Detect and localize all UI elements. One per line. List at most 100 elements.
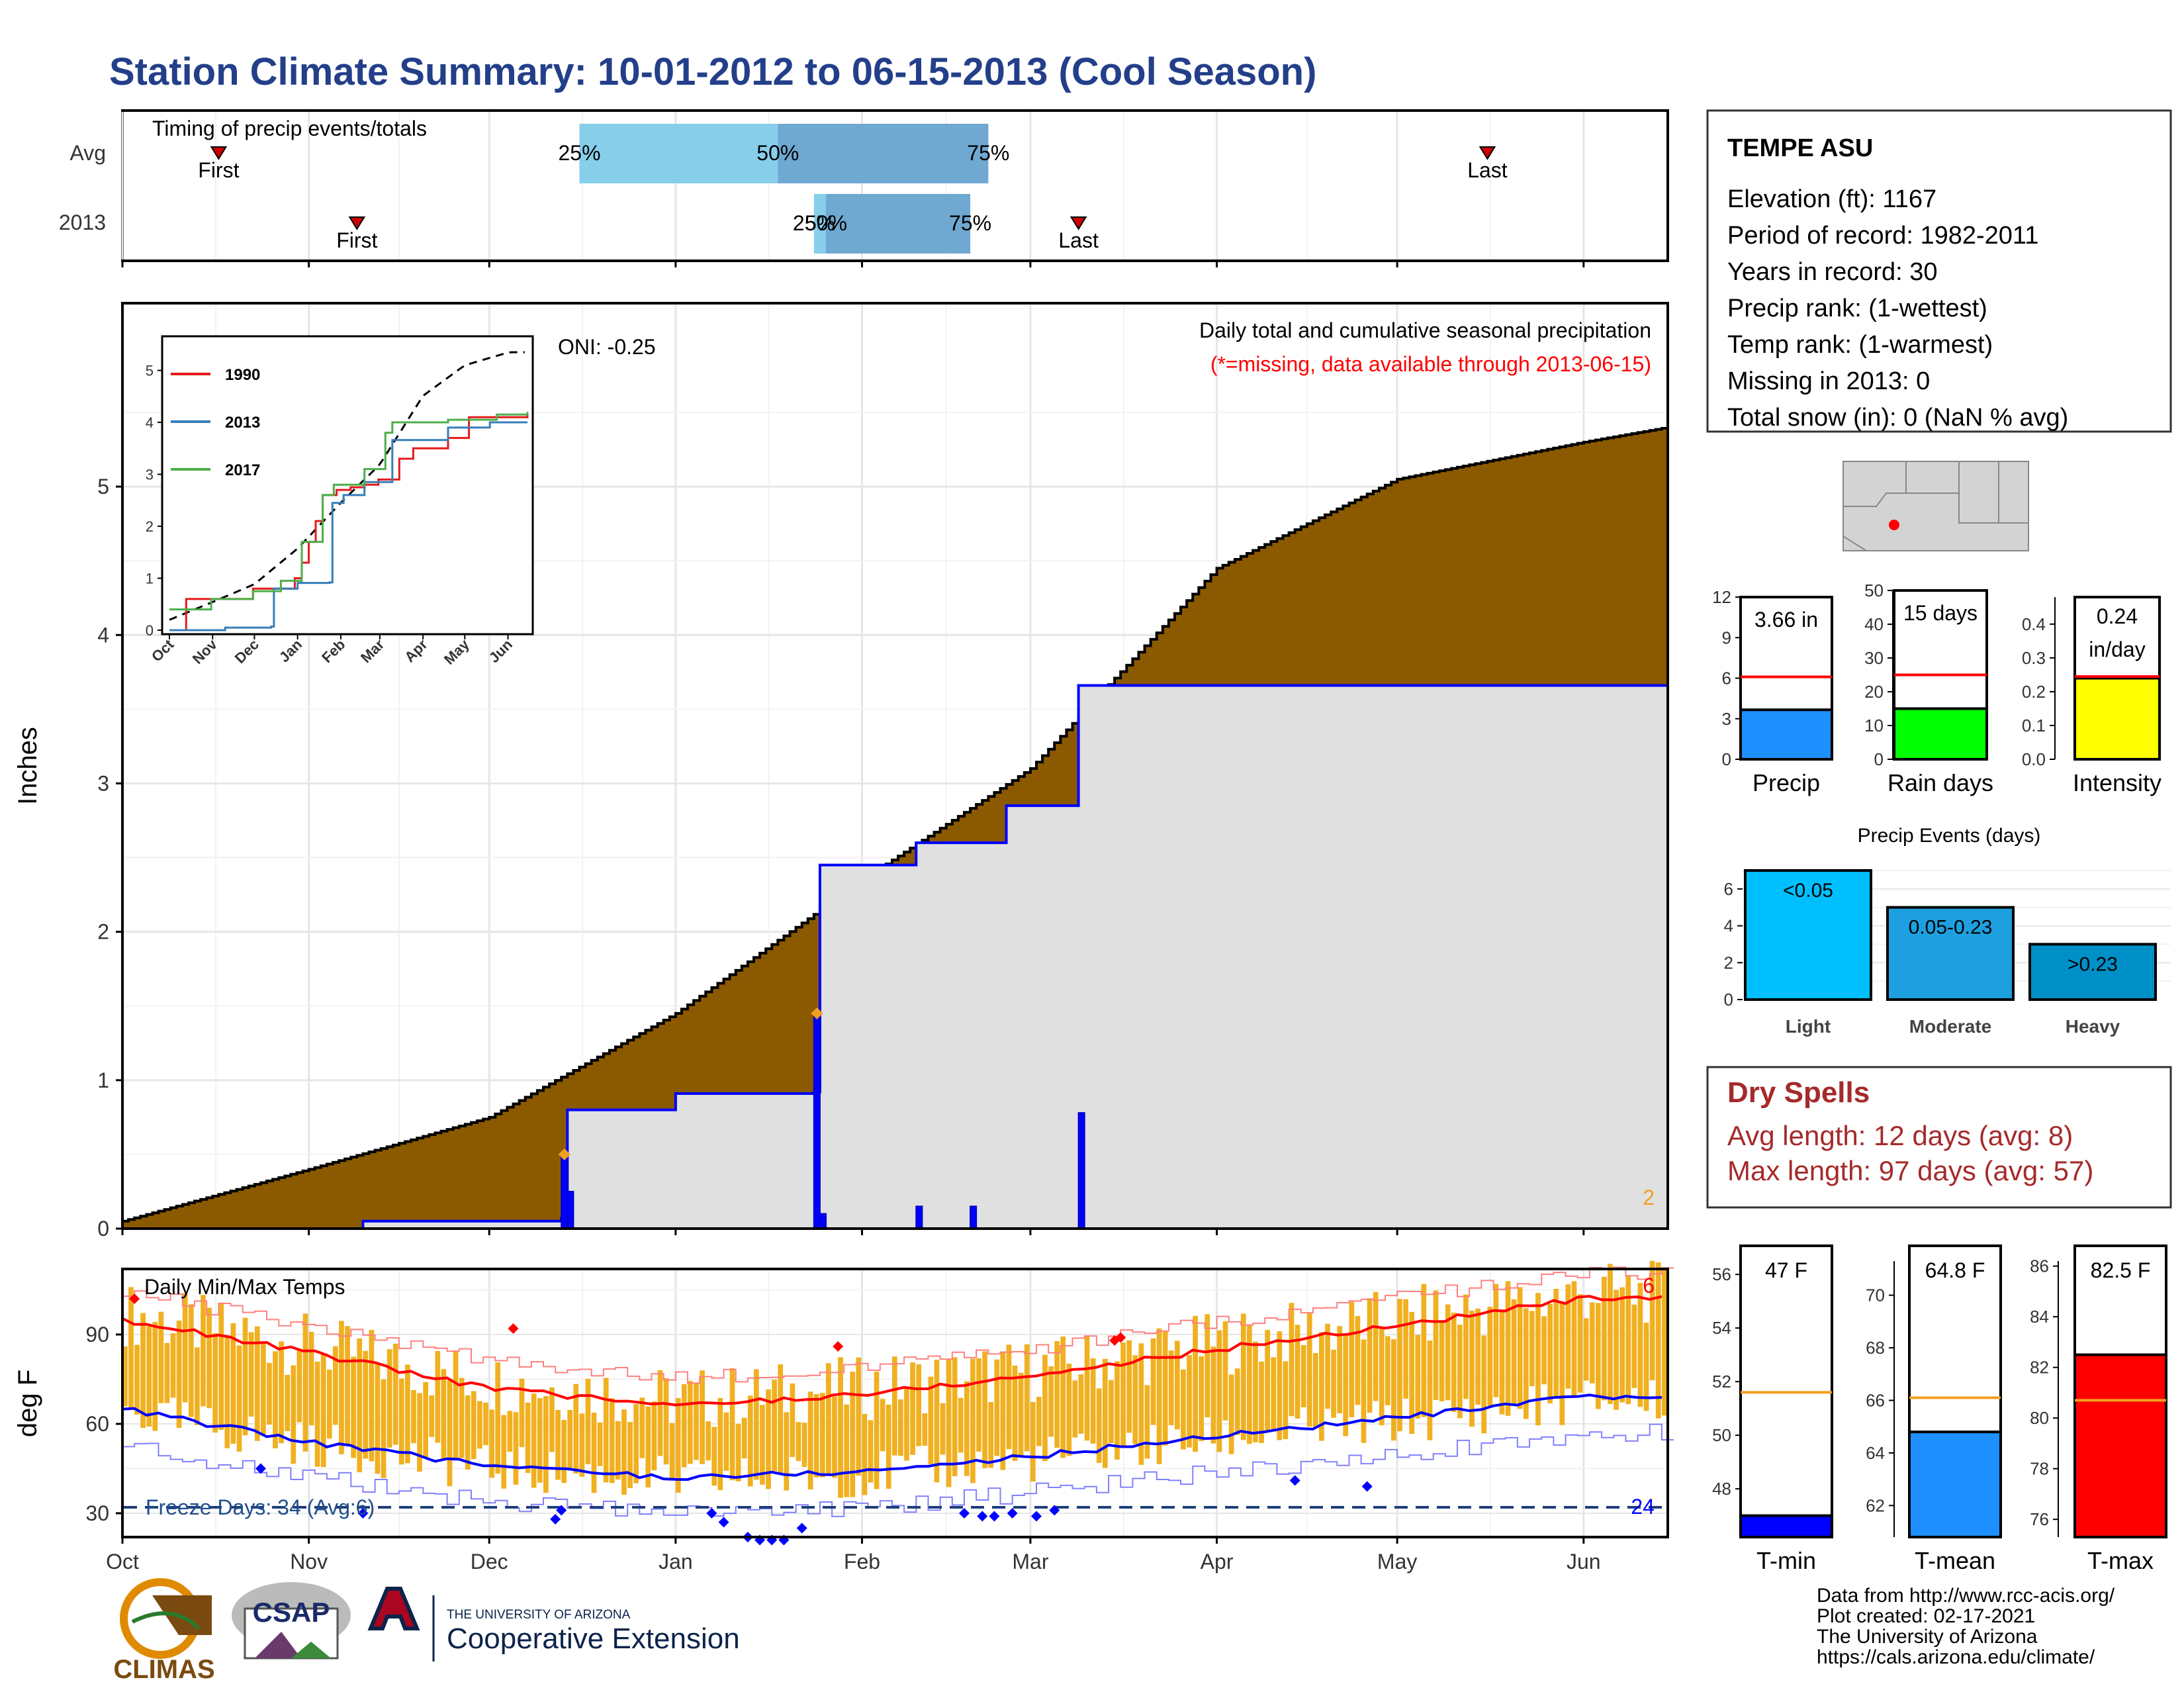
x-tick-label: Nov (290, 1550, 328, 1573)
daily-temp-bar (838, 1357, 843, 1498)
daily-temp-bar (1661, 1269, 1667, 1416)
daily-temp-bar (657, 1370, 663, 1456)
daily-temp-bar (1385, 1336, 1390, 1405)
mini-y-tick-label: 0.0 (2022, 749, 2046, 769)
daily-temp-bar (1078, 1374, 1084, 1434)
daily-temp-bar (1132, 1355, 1138, 1444)
daily-temp-bar (1006, 1344, 1012, 1450)
daily-temp-bar (1433, 1290, 1439, 1400)
daily-precip-bar (561, 1153, 569, 1229)
inset-series-line-2017 (169, 412, 529, 611)
events-y-tick-label: 6 (1724, 879, 1733, 899)
daily-temp-bar (1427, 1340, 1433, 1440)
record-low-line (122, 1423, 1674, 1517)
precip-title: Daily total and cumulative seasonal prec… (1199, 318, 1651, 342)
last-event-marker (1069, 216, 1087, 230)
daily-temp-bar (332, 1346, 338, 1425)
daily-temp-bar (1391, 1339, 1396, 1441)
daily-temp-bar (339, 1321, 344, 1454)
climas-logo-text: CLIMAS (113, 1655, 214, 1684)
mini-y-tick-label: 0 (1722, 749, 1731, 769)
daily-temp-bar (1523, 1308, 1529, 1419)
temp-bar-y-tick-label: 56 (1712, 1264, 1731, 1284)
temp-bar-y-tick-label: 76 (2030, 1509, 2049, 1529)
quartile-label: 75% (967, 141, 1009, 165)
events-bar-label: <0.05 (1783, 880, 1833, 902)
daily-temp-bar (1181, 1369, 1186, 1450)
daily-temp-bar (363, 1350, 369, 1459)
daily-temp-bar (369, 1330, 375, 1462)
daily-temp-bar (850, 1372, 856, 1497)
daily-temp-bar (910, 1362, 915, 1455)
temp-panel: 30 60 90 Oct Nov Dec Jan Feb Mar Apr May Jun Daily … (13, 1260, 1674, 1573)
temp-bar-y-tick-label: 86 (2030, 1256, 2049, 1276)
daily-temp-bar (254, 1326, 260, 1441)
daily-temp-bar (1193, 1315, 1198, 1452)
daily-temp-bar (140, 1313, 146, 1429)
daily-temp-bar (1349, 1301, 1355, 1417)
daily-temp-bar (904, 1387, 909, 1461)
temp-bar-label: T-mean (1915, 1547, 1995, 1574)
daily-temp-bar (886, 1404, 891, 1489)
inset-legend-label: 2013 (225, 414, 260, 432)
events-bar (2028, 943, 2157, 1002)
daily-temp-bar (964, 1381, 970, 1476)
daily-temp-bar (729, 1368, 735, 1481)
temp-bar-y-tick-label: 80 (2030, 1408, 2049, 1428)
daily-temp-bar (230, 1323, 236, 1444)
daily-temp-bar (711, 1427, 717, 1486)
daily-temp-bar (1625, 1275, 1631, 1405)
events-bar-label: 0.05-0.23 (1909, 917, 1993, 939)
last-event-label: Last (1467, 158, 1508, 182)
daily-temp-bar (279, 1341, 284, 1444)
daily-temp-bar (1174, 1340, 1180, 1430)
daily-temp-bar (351, 1356, 356, 1458)
daily-temp-bar (158, 1311, 164, 1403)
daily-temp-bar (1487, 1307, 1493, 1406)
inset-y-tick-label: 1 (146, 571, 154, 587)
daily-temp-bar (675, 1398, 681, 1493)
daily-temp-bar (201, 1295, 206, 1407)
temp-bar-y-tick-label: 52 (1712, 1372, 1731, 1391)
daily-temp-bar (381, 1379, 387, 1478)
daily-temp-bar (182, 1293, 188, 1403)
mini-y-tick-label: 0 (1874, 749, 1884, 769)
record-low-marker (796, 1523, 807, 1534)
daily-temp-bar (784, 1412, 790, 1491)
daily-temp-bar (134, 1344, 140, 1415)
daily-temp-bar (417, 1393, 422, 1472)
daily-temp-bar (549, 1387, 555, 1452)
daily-temp-bar (447, 1380, 453, 1487)
inset-series-line-2013 (169, 421, 527, 632)
daily-temp-bar (717, 1397, 723, 1491)
mini-bar-value (1893, 707, 1988, 761)
daily-temp-bar (753, 1369, 759, 1480)
quartile-label: 75% (949, 211, 991, 235)
temp-bar-y-tick-label: 78 (2030, 1459, 2049, 1479)
daily-temp-bar (1012, 1365, 1018, 1461)
daily-temp-bar (988, 1402, 994, 1468)
daily-temp-bar (1234, 1368, 1240, 1435)
daily-temp-bar (1367, 1298, 1373, 1413)
events-y-tick-label: 4 (1724, 916, 1733, 936)
record-low-marker (977, 1511, 988, 1522)
mini-bar-label: Precip (1752, 769, 1820, 796)
daily-temp-bar (1030, 1401, 1036, 1482)
daily-temp-bar (778, 1364, 784, 1474)
precip-panel: 0 1 2 3 4 5 Daily total and cumulative season… (13, 302, 1669, 1241)
daily-temp-bar (477, 1401, 482, 1449)
daily-temp-bar (1439, 1322, 1445, 1401)
daily-temp-bar (453, 1350, 459, 1460)
daily-precip-bar (915, 1205, 923, 1229)
temp-bar-value (2073, 1353, 2167, 1538)
last-event-marker (1479, 146, 1496, 160)
ua-logo-big-text: Cooperative Extension (447, 1622, 740, 1655)
daily-temp-bar (489, 1409, 494, 1478)
daily-temp-bar (1379, 1327, 1385, 1426)
daily-temp-bar (1499, 1311, 1505, 1415)
record-low-marker (1361, 1481, 1373, 1492)
daily-temp-bar (735, 1423, 741, 1481)
daily-temp-bar (766, 1389, 771, 1489)
footer-credit-line: Plot created: 02-17-2021 (1817, 1605, 2035, 1627)
daily-temp-bar (898, 1399, 903, 1456)
